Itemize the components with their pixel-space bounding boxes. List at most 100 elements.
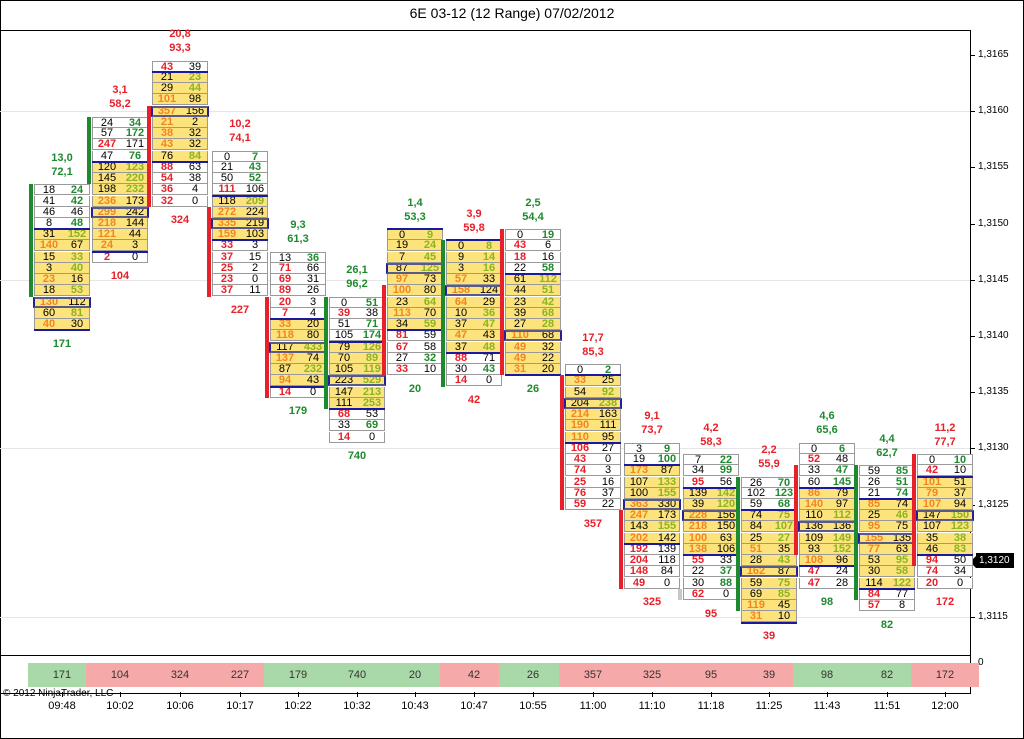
footprint-row[interactable]: 18 16 <box>505 251 561 263</box>
footprint-row[interactable]: 59 22 <box>565 499 621 510</box>
footprint-row[interactable]: 37 15 <box>212 251 268 263</box>
footprint-row[interactable]: 107 133 <box>624 476 680 488</box>
footprint-row[interactable]: 34 99 <box>683 465 739 477</box>
footprint-row[interactable]: 33 10 <box>387 364 443 376</box>
delta-histogram-box[interactable]: 26 <box>499 663 567 687</box>
footprint-row[interactable]: 52 48 <box>799 454 855 466</box>
delta-histogram-box[interactable]: 171 <box>28 663 96 687</box>
delta-histogram-box[interactable]: 227 <box>206 663 274 687</box>
footprint-row[interactable]: 100 80 <box>387 285 443 297</box>
footprint-row[interactable]: 21 2 <box>152 116 208 128</box>
footprint-row[interactable]: 69 85 <box>741 588 797 600</box>
footprint-row[interactable]: 43 32 <box>152 139 208 151</box>
footprint-row[interactable]: 84 107 <box>741 521 797 533</box>
footprint-row[interactable]: 46 46 <box>34 206 90 218</box>
footprint-row[interactable]: 27 28 <box>505 319 561 331</box>
footprint-row[interactable]: 69 31 <box>270 274 326 286</box>
footprint-row[interactable]: 143 155 <box>624 521 680 533</box>
footprint-row[interactable]: 47 43 <box>446 330 502 342</box>
footprint-row[interactable]: 29 44 <box>152 83 208 95</box>
footprint-row[interactable]: 14 0 <box>446 375 502 387</box>
footprint-row[interactable]: 100 155 <box>624 487 680 499</box>
footprint-row[interactable]: 57 8 <box>859 600 915 612</box>
footprint-row[interactable]: 247 171 <box>92 139 148 151</box>
footprint-row[interactable]: 173 87 <box>624 465 680 477</box>
footprint-row[interactable]: 118 80 <box>270 330 326 342</box>
footprint-row[interactable]: 84 77 <box>859 588 915 600</box>
footprint-row[interactable]: 41 42 <box>34 195 90 207</box>
footprint-row[interactable]: 33 69 <box>329 420 385 432</box>
footprint-row[interactable]: 107 123 <box>917 521 973 533</box>
footprint-row[interactable]: 59 75 <box>741 577 797 589</box>
footprint-row[interactable]: 21 43 <box>212 161 268 173</box>
footprint-row[interactable]: 23 0 <box>212 274 268 286</box>
footprint-row[interactable]: 47 24 <box>799 566 855 578</box>
footprint-row[interactable]: 148 84 <box>624 566 680 578</box>
footprint-row[interactable]: 247 173 <box>624 510 680 522</box>
footprint-row[interactable]: 79 37 <box>917 487 973 499</box>
footprint-row[interactable]: 76 37 <box>565 487 621 499</box>
footprint-row[interactable]: 50 52 <box>212 173 268 185</box>
footprint-row[interactable]: 67 58 <box>387 341 443 353</box>
footprint-row[interactable]: 31 152 <box>34 229 90 241</box>
footprint-row[interactable]: 13 36 <box>270 251 326 263</box>
footprint-row[interactable]: 236 173 <box>92 195 148 207</box>
footprint-row[interactable]: 107 94 <box>917 499 973 510</box>
delta-histogram-box[interactable]: 179 <box>264 663 332 687</box>
footprint-row[interactable]: 214 163 <box>565 409 621 421</box>
footprint-row[interactable]: 272 224 <box>212 206 268 218</box>
delta-histogram-box[interactable]: 740 <box>323 663 391 687</box>
footprint-row[interactable]: 62 0 <box>683 588 739 600</box>
footprint-row[interactable]: 19 24 <box>387 240 443 252</box>
footprint-row[interactable]: 22 37 <box>683 566 739 578</box>
footprint-row[interactable]: 47 28 <box>799 577 855 589</box>
footprint-row[interactable]: 20 3 <box>270 296 326 308</box>
footprint-row[interactable]: 23 16 <box>34 274 90 286</box>
footprint-row[interactable]: 21 23 <box>152 71 208 83</box>
delta-histogram-box[interactable]: 104 <box>86 663 154 687</box>
footprint-row[interactable]: 39 68 <box>505 307 561 319</box>
footprint-row[interactable]: 95 75 <box>859 521 915 533</box>
footprint-row[interactable]: 54 92 <box>565 386 621 398</box>
delta-histogram-box[interactable]: 20 <box>381 663 449 687</box>
footprint-row[interactable]: 14 0 <box>329 431 385 443</box>
footprint-row[interactable]: 33 25 <box>565 375 621 387</box>
footprint-row[interactable]: 106 27 <box>565 442 621 454</box>
footprint-row[interactable]: 192 139 <box>624 543 680 555</box>
footprint-row[interactable]: 28 43 <box>741 555 797 567</box>
footprint-row[interactable]: 33 3 <box>212 240 268 252</box>
footprint-row[interactable]: 190 111 <box>565 420 621 432</box>
footprint-row[interactable]: 218 144 <box>92 218 148 229</box>
footprint-row[interactable]: 74 34 <box>917 566 973 578</box>
footprint-row[interactable]: 71 66 <box>270 262 326 274</box>
footprint-row[interactable]: 33 47 <box>799 465 855 477</box>
footprint-row[interactable]: 140 67 <box>34 240 90 252</box>
delta-histogram-box[interactable]: 172 <box>911 663 979 687</box>
footprint-row[interactable]: 18 53 <box>34 285 90 297</box>
footprint-row[interactable]: 74 3 <box>565 465 621 477</box>
footprint-row[interactable]: 44 51 <box>505 285 561 297</box>
footprint-row[interactable]: 26 70 <box>741 476 797 488</box>
footprint-row[interactable]: 89 26 <box>270 285 326 297</box>
footprint-row[interactable]: 147 213 <box>329 386 385 398</box>
delta-histogram-box[interactable]: 325 <box>618 663 686 687</box>
footprint-row[interactable]: 0 10 <box>917 454 973 466</box>
footprint-row[interactable]: 20 0 <box>917 577 973 589</box>
footprint-row[interactable]: 23 42 <box>505 296 561 308</box>
footprint-row[interactable]: 49 0 <box>624 577 680 589</box>
footprint-row[interactable]: 3 40 <box>34 262 90 274</box>
footprint-row[interactable]: 61 112 <box>505 274 561 286</box>
footprint-row[interactable]: 49 32 <box>505 341 561 353</box>
footprint-row[interactable]: 68 53 <box>329 409 385 421</box>
footprint-row[interactable]: 25 16 <box>565 476 621 488</box>
price-panel[interactable] <box>0 30 971 656</box>
footprint-row[interactable]: 204 118 <box>624 555 680 567</box>
footprint-row[interactable]: 18 24 <box>34 184 90 196</box>
delta-histogram-box[interactable]: 357 <box>559 663 627 687</box>
footprint-row[interactable]: 101 51 <box>917 476 973 488</box>
delta-histogram-box[interactable]: 42 <box>440 663 508 687</box>
